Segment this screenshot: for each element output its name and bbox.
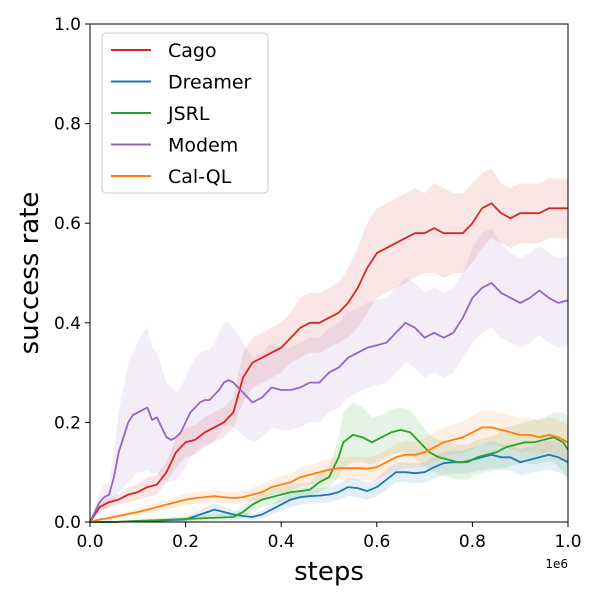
x-tick-label: 0.2 [172,532,199,552]
plot-frame [89,23,569,523]
legend-label-jsrl: JSRL [167,103,210,125]
x-tick-label: 1.0 [554,532,581,552]
y-tick-label: 0.8 [54,115,81,135]
series-line-jsrl [90,428,569,523]
series-line-cago [89,202,568,523]
legend-label-cago: Cago [168,40,217,62]
y-tick-label: 0.4 [54,314,81,334]
y-tick-label: 1.0 [54,15,81,35]
x-tick-label: 0.8 [459,532,486,552]
y-tick-label: 0.6 [54,214,81,234]
band-modem [90,228,568,522]
band-cago [90,168,568,522]
series-lines [89,202,569,523]
y-tick-label: 0.2 [54,413,81,433]
x-tick-label: 0.0 [76,532,103,552]
legend-label-modem: Modem [168,135,238,157]
series-line-cal-ql [89,426,569,523]
x-axis-ticks: 0.0 0.2 0.4 0.6 0.8 1.0 [76,522,582,552]
y-axis-ticks: 0.0 0.2 0.4 0.6 0.8 1.0 [54,15,90,533]
legend-items: Cago Dreamer JSRL Modem Cal-QL [111,40,252,188]
legend: Cago Dreamer JSRL Modem Cal-QL [101,32,269,194]
x-tick-label: 0.6 [363,532,390,552]
series-line-dreamer [90,453,569,523]
legend-label-dreamer: Dreamer [168,72,252,94]
x-offset-label: 1e6 [545,557,568,571]
band-cal-ql [90,410,568,522]
x-tick-label: 0.4 [268,532,295,552]
y-axis-label: success rate [15,192,45,355]
series-line-modem [89,282,569,523]
y-tick-label: 0.0 [54,513,81,533]
legend-label-cal-ql: Cal-QL [168,166,232,188]
legend-box [101,32,269,194]
x-axis-label: steps [294,557,364,587]
band-jsrl [90,402,568,522]
